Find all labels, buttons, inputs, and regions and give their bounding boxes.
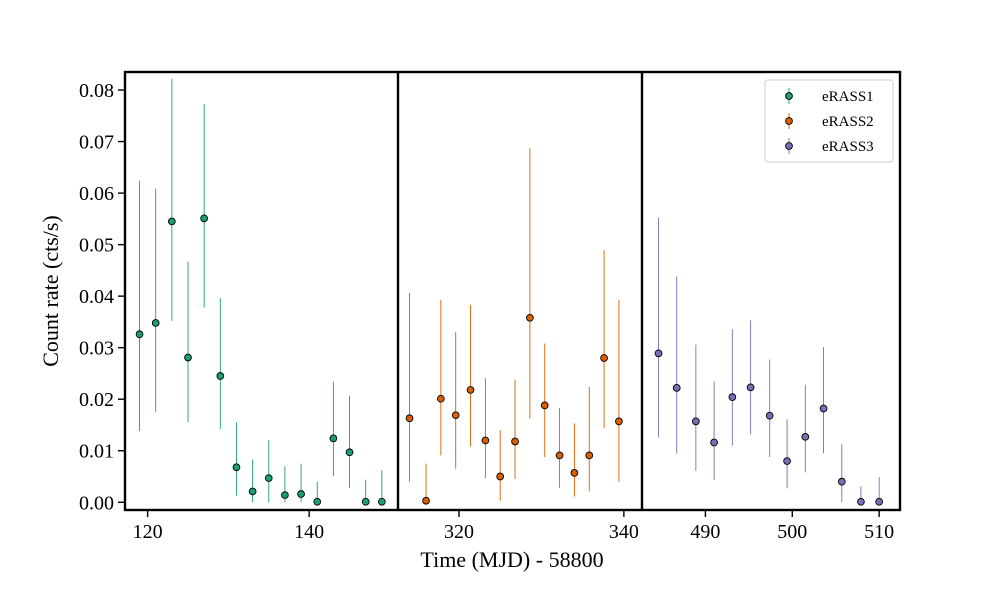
y-tick-label: 0.06 <box>79 183 114 205</box>
data-point <box>167 217 176 226</box>
data-point <box>313 497 322 506</box>
data-point <box>654 349 663 358</box>
data-point <box>526 313 534 322</box>
y-tick-label: 0.07 <box>79 132 114 154</box>
legend-frame <box>764 79 894 163</box>
legend-items: eRASS1 eRASS2 eRASS3 <box>785 88 874 155</box>
data-point <box>615 417 623 426</box>
x-tick-label: 510 <box>864 521 894 543</box>
x-tick-label: 490 <box>690 521 720 543</box>
legend: eRASS1 eRASS2 eRASS3 <box>764 79 894 163</box>
legend-label: eRASS1 <box>822 89 874 105</box>
data-point <box>151 319 160 327</box>
data-point <box>345 448 354 457</box>
data-point <box>710 438 718 447</box>
y-axis-label: Count rate (cts/s) <box>38 215 63 367</box>
y-axis: 0.00 0.01 0.02 0.03 0.04 0.05 0.06 0.07 0.08 <box>79 80 125 514</box>
y-tick-label: 0.01 <box>79 441 114 463</box>
y-tick-label: 0.03 <box>79 338 114 360</box>
data-point <box>422 496 430 505</box>
y-tick-label: 0.02 <box>79 389 114 411</box>
x-tick-label: 120 <box>133 521 163 543</box>
panels-layer: 120 140 320 340 490 500 510 <box>133 78 894 543</box>
data-point <box>216 372 225 380</box>
data-point <box>200 214 209 223</box>
data-point <box>746 383 755 392</box>
data-point <box>451 411 460 420</box>
data-point <box>437 394 445 403</box>
data-point <box>765 411 774 420</box>
data-point <box>857 497 865 506</box>
data-point <box>511 437 519 446</box>
data-point <box>361 497 370 506</box>
x-axis-label: Time (MJD) - 58800 <box>420 547 603 572</box>
x-tick-label: 500 <box>777 521 807 543</box>
data-point <box>481 436 490 445</box>
data-point <box>837 477 846 486</box>
data-point <box>540 401 549 410</box>
data-point <box>248 487 257 496</box>
legend-marker <box>785 117 793 125</box>
legend-label: eRASS3 <box>822 139 874 155</box>
panel-erass2: 320 340 <box>405 148 639 543</box>
data-point <box>801 432 810 441</box>
legend-marker <box>785 92 793 100</box>
data-point <box>600 354 608 362</box>
y-tick-label: 0.05 <box>79 235 114 257</box>
data-point <box>297 490 305 498</box>
data-point <box>135 330 144 339</box>
legend-marker <box>785 142 793 150</box>
data-point <box>184 353 192 362</box>
data-point <box>377 497 386 506</box>
data-point <box>264 474 273 482</box>
plot-frame <box>123 70 902 512</box>
data-point <box>232 463 241 472</box>
data-point <box>728 393 737 402</box>
data-point <box>570 469 579 477</box>
plot-border <box>123 70 902 512</box>
data-point <box>466 386 475 394</box>
data-point <box>329 434 338 443</box>
y-tick-label: 0.08 <box>79 80 114 102</box>
data-point <box>555 451 564 460</box>
y-tick-label: 0.00 <box>79 492 114 514</box>
data-point <box>692 417 700 426</box>
x-tick-label: 320 <box>444 521 474 543</box>
x-tick-label: 140 <box>294 521 324 543</box>
panel-erass1: 120 140 <box>133 78 386 543</box>
y-tick-label: 0.04 <box>79 286 114 308</box>
data-point <box>819 404 828 413</box>
data-point <box>405 414 414 423</box>
data-point <box>875 497 884 506</box>
data-point <box>783 457 791 465</box>
x-tick-label: 340 <box>609 521 639 543</box>
data-point <box>281 491 289 499</box>
data-point <box>672 384 681 392</box>
data-point <box>496 472 505 481</box>
panel-erass3: 490 500 510 <box>654 217 894 543</box>
legend-label: eRASS2 <box>822 114 874 130</box>
data-point <box>585 451 594 460</box>
